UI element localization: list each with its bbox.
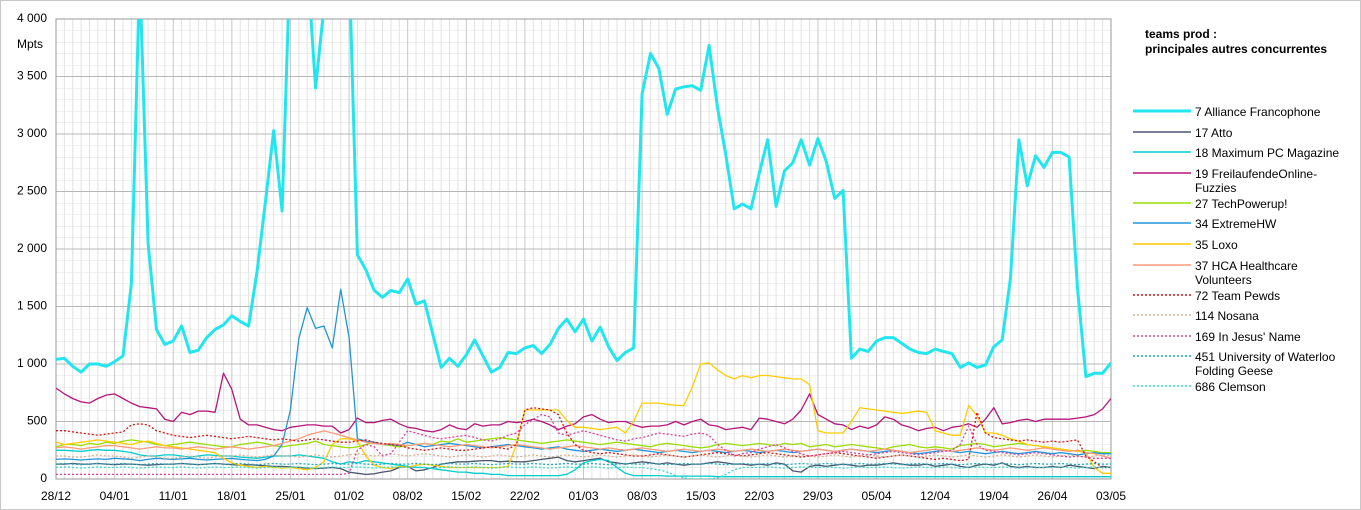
y-tick-label: 2 000: [17, 241, 47, 255]
legend-swatch: [1133, 335, 1191, 337]
legend-swatch: [1133, 109, 1191, 113]
legend-swatch: [1133, 293, 1191, 296]
legend-label: 72 Team Pewds: [1195, 288, 1281, 303]
legend-swatch: [1133, 385, 1191, 388]
legend-swatch: [1133, 130, 1191, 133]
x-tick-label: 12/04: [920, 489, 950, 503]
x-tick-label: 03/05: [1096, 489, 1126, 503]
x-tick-label: 01/03: [568, 489, 598, 503]
legend-item: 18 Maximum PC Magazine: [1131, 144, 1357, 165]
legend-item: 34 ExtremeHW: [1131, 215, 1357, 236]
legend-title-line: teams prod :: [1145, 27, 1218, 41]
series-line: [56, 430, 1111, 459]
plot: Mpts 28/12 04/01 11/01 18/01 25/01 01/02 08/02…: [17, 11, 1126, 503]
y-tick-label: 1 000: [17, 356, 47, 370]
x-tick-label: 22/03: [744, 489, 774, 503]
x-tick-label: 25/01: [275, 489, 305, 503]
y-tick-label: 2 500: [17, 184, 47, 198]
x-tick-label: 29/03: [803, 489, 833, 503]
x-tick-label: 18/01: [217, 489, 247, 503]
plot-border: [55, 18, 1112, 480]
series-line: [56, 372, 1111, 434]
legend-label: 18 Maximum PC Magazine: [1195, 146, 1340, 161]
legend-label: 451 University of Waterloo Folding Geese: [1195, 350, 1336, 379]
y-tick-label: 1 500: [17, 299, 47, 313]
y-tick-label: 0: [40, 471, 47, 485]
legend-label: 114 Nosana: [1195, 309, 1259, 324]
x-tick-label: 05/04: [862, 489, 892, 503]
lines: [56, 19, 1111, 479]
legend-label: 27 TechPowerup!: [1195, 196, 1288, 211]
y-tick-label: 500: [27, 414, 47, 428]
legend-label: 17 Atto: [1195, 125, 1233, 140]
y-tick-label: 4 000: [17, 11, 47, 25]
x-tick-label: 22/02: [510, 489, 540, 503]
legend-title-line: principales autres concurrentes: [1145, 42, 1328, 56]
legend-label: 686 Clemson: [1195, 380, 1266, 395]
legend-swatch: [1133, 263, 1191, 266]
series-line: [56, 453, 1111, 459]
legend: teams prod : principales autres concurre…: [1131, 27, 1357, 399]
legend-label: 169 In Jesus' Name: [1195, 329, 1301, 344]
legend-label: 7 Alliance Francophone: [1195, 105, 1321, 119]
legend-swatch: [1133, 243, 1191, 245]
legend-label: 19 FreilaufendeOnline-Fuzzies: [1195, 166, 1318, 195]
legend-item: 686 Clemson: [1131, 378, 1357, 399]
legend-label: 37 HCA Healthcare Volunteers: [1195, 258, 1298, 287]
series-line: [56, 362, 1111, 474]
x-tick-label: 08/03: [627, 489, 657, 503]
legend-swatch: [1133, 222, 1191, 225]
series-line: [56, 288, 1111, 462]
legend-label: 35 Loxo: [1195, 237, 1238, 252]
x-tick-label: 19/04: [979, 489, 1009, 503]
x-tick-label: 26/04: [1037, 489, 1067, 503]
x-tick-label: 28/12: [41, 489, 71, 503]
legend-item: 7 Alliance Francophone: [1131, 103, 1357, 124]
legend-label: 34 ExtremeHW: [1195, 217, 1277, 232]
legend-item: 35 Loxo: [1131, 236, 1357, 257]
x-tick-label: 01/02: [334, 489, 364, 503]
legend-swatch: [1133, 202, 1191, 204]
x-tick-label: 15/02: [451, 489, 481, 503]
y-tick-label: 3 500: [17, 69, 47, 83]
legend-title: teams prod : principales autres concurre…: [1145, 27, 1357, 57]
legend-item: 114 Nosana: [1131, 307, 1357, 328]
x-tick-label: 04/01: [100, 489, 130, 503]
series-line: [56, 19, 1111, 379]
legend-item: 72 Team Pewds: [1131, 287, 1357, 308]
y-tick-label: 3 000: [17, 126, 47, 140]
legend-item: 27 TechPowerup!: [1131, 195, 1357, 216]
x-tick-label: 11/01: [159, 489, 188, 503]
legend-item: 451 University of Waterloo Folding Geese: [1131, 348, 1357, 378]
series-line: [56, 466, 1111, 479]
legend-item: 17 Atto: [1131, 124, 1357, 145]
legend-swatch: [1133, 151, 1191, 153]
legend-item: 37 HCA Healthcare Volunteers: [1131, 257, 1357, 287]
legend-swatch: [1133, 172, 1191, 174]
x-tick-label: 08/02: [393, 489, 423, 503]
series-line: [56, 407, 1111, 469]
legend-item: 169 In Jesus' Name: [1131, 328, 1357, 349]
legend-swatch: [1133, 355, 1191, 358]
legend-swatch: [1133, 314, 1191, 316]
legend-item: 19 FreilaufendeOnline-Fuzzies: [1131, 165, 1357, 195]
series-line: [56, 462, 1111, 466]
series-line: [56, 413, 1111, 476]
x-tick-label: 15/03: [686, 489, 716, 503]
y-axis-label: Mpts: [17, 37, 43, 51]
